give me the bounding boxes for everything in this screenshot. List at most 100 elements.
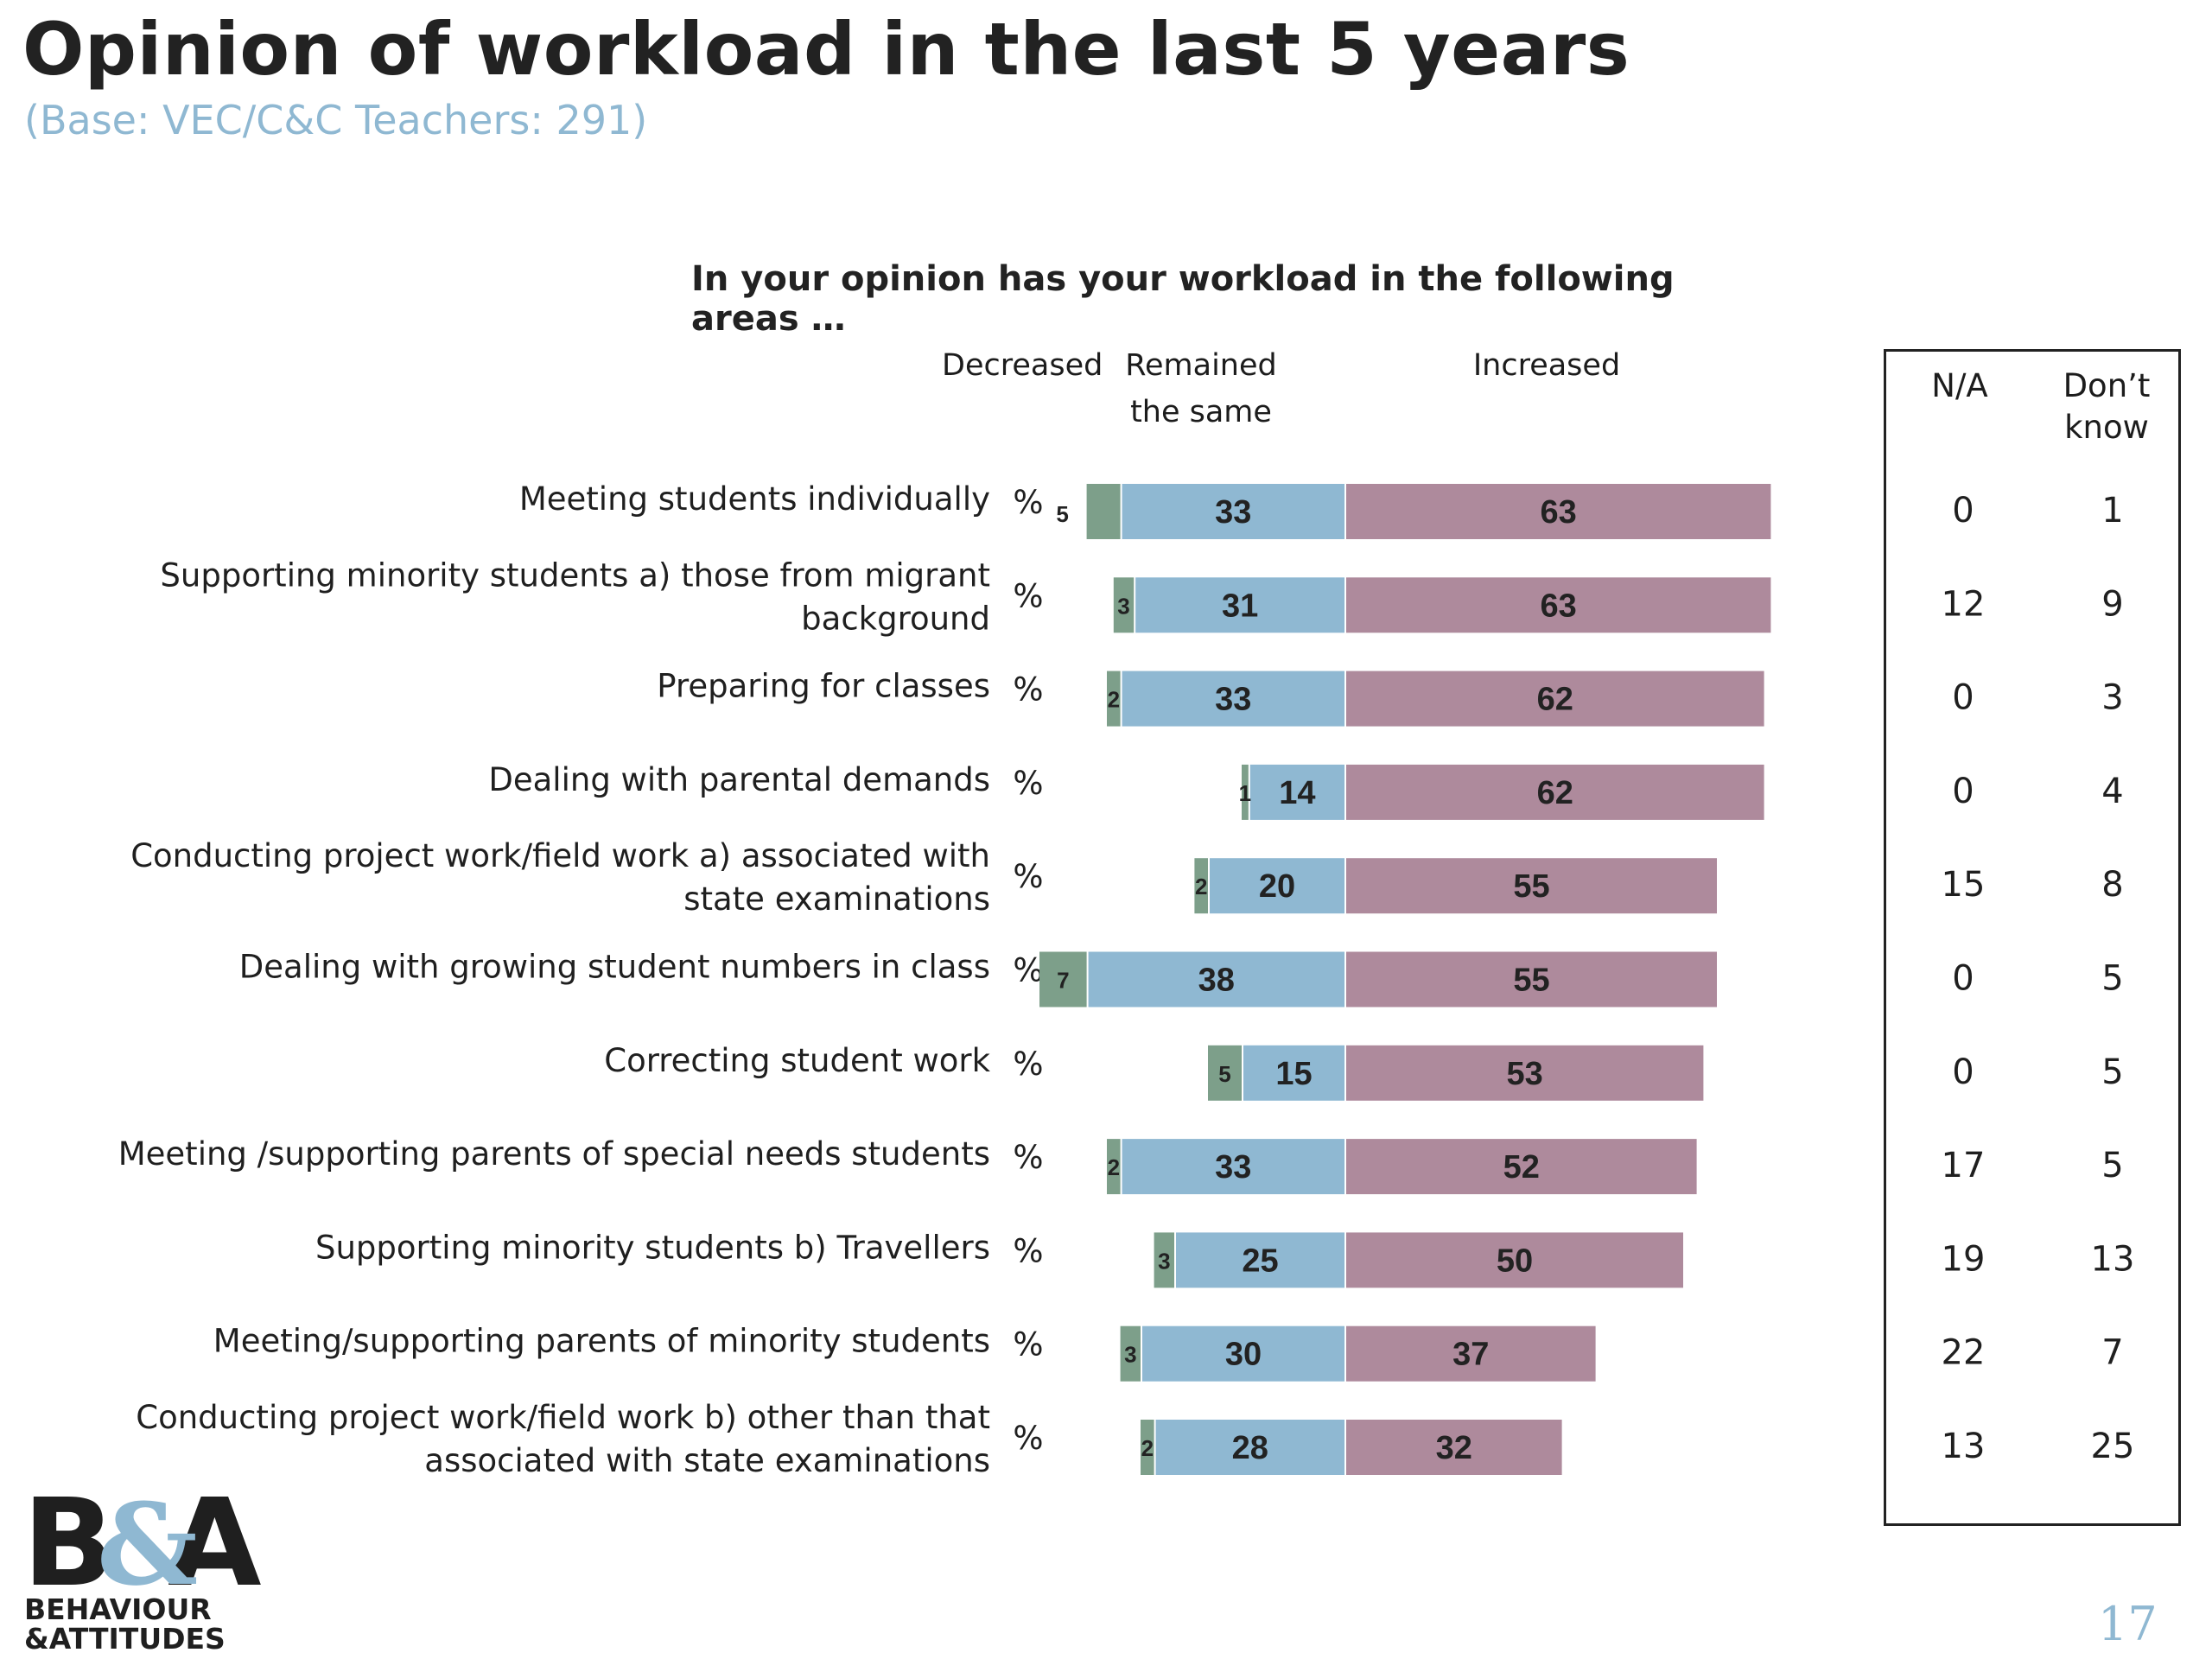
remained-header-line1: Remained bbox=[1125, 348, 1277, 383]
decreased-bar bbox=[1107, 1139, 1121, 1195]
increased-value-label: 63 bbox=[1541, 588, 1577, 624]
remained-header-line2: the same bbox=[1130, 395, 1272, 429]
remained-bar bbox=[1135, 577, 1344, 633]
row-label: Meeting /supporting parents of special n… bbox=[118, 1135, 990, 1173]
increased-value-label: 62 bbox=[1537, 775, 1573, 811]
row-label: Supporting minority students b) Travelle… bbox=[315, 1229, 990, 1266]
dont-know-value: 7 bbox=[2101, 1333, 2123, 1373]
remained-bar bbox=[1122, 1139, 1344, 1195]
decreased-value-label: 7 bbox=[1057, 968, 1069, 994]
decreased-bar bbox=[1113, 577, 1135, 633]
logo-text: BEHAVIOUR &ATTITUDES bbox=[24, 1595, 226, 1654]
increased-value-label: 55 bbox=[1513, 963, 1549, 999]
decreased-bar bbox=[1086, 484, 1121, 539]
remained-bar bbox=[1176, 1232, 1344, 1288]
row-label-line1: Conducting project work/field work a) as… bbox=[130, 837, 990, 874]
na-value: 0 bbox=[1952, 1052, 1974, 1092]
na-value: 15 bbox=[1942, 865, 1986, 905]
na-value: 0 bbox=[1952, 772, 1974, 811]
company-logo: B A & BEHAVIOUR &ATTITUDES bbox=[22, 1473, 262, 1654]
increased-value-label: 52 bbox=[1503, 1149, 1540, 1185]
remained-bar bbox=[1210, 858, 1344, 914]
decreased-value-label: 2 bbox=[1108, 1154, 1120, 1180]
remained-bar bbox=[1142, 1325, 1344, 1382]
na-value: 22 bbox=[1942, 1333, 1986, 1373]
remained-value-label: 33 bbox=[1215, 1149, 1251, 1185]
na-value: 13 bbox=[1942, 1427, 1986, 1466]
percent-symbol: % bbox=[1013, 577, 1043, 614]
decreased-bar bbox=[1039, 951, 1087, 1007]
increased-value-label: 37 bbox=[1452, 1337, 1489, 1373]
remained-value-label: 20 bbox=[1259, 868, 1295, 905]
increased-bar bbox=[1346, 1232, 1683, 1288]
percent-symbol: % bbox=[1013, 952, 1043, 989]
percent-symbol: % bbox=[1013, 1232, 1043, 1269]
row-label-line2: state examinations bbox=[683, 880, 990, 918]
decreased-value-label: 2 bbox=[1195, 874, 1207, 899]
increased-bar bbox=[1346, 1045, 1704, 1101]
increased-bar bbox=[1346, 484, 1771, 539]
row-label: Correcting student work bbox=[604, 1042, 990, 1079]
row-label-line2: background bbox=[801, 600, 990, 637]
remained-value-label: 15 bbox=[1275, 1056, 1312, 1092]
logo-ampersand: & bbox=[97, 1478, 199, 1611]
row-label-line1: Conducting project work/field work b) ot… bbox=[136, 1399, 990, 1436]
remained-value-label: 14 bbox=[1279, 775, 1315, 811]
dont-know-value: 9 bbox=[2101, 584, 2123, 624]
increased-value-label: 53 bbox=[1507, 1056, 1543, 1092]
remained-value-label: 25 bbox=[1242, 1243, 1278, 1279]
remained-value-label: 28 bbox=[1232, 1430, 1268, 1466]
page-subtitle: (Base: VEC/C&C Teachers: 291) bbox=[24, 97, 648, 143]
dont-know-header-line1: Don’t bbox=[2063, 367, 2151, 404]
side-table-box: N/A Don’t know bbox=[1884, 349, 2181, 1526]
decreased-value-label: 5 bbox=[1218, 1061, 1230, 1087]
percent-symbol: % bbox=[1013, 765, 1043, 802]
decreased-value-label: 3 bbox=[1124, 1342, 1136, 1368]
percent-symbol: % bbox=[1013, 1420, 1043, 1457]
decreased-value-label: 3 bbox=[1117, 593, 1129, 619]
increased-bar bbox=[1346, 671, 1764, 727]
remained-value-label: 38 bbox=[1198, 963, 1235, 999]
dont-know-header: Don’t know bbox=[2050, 365, 2163, 448]
remained-value-label: 30 bbox=[1225, 1337, 1262, 1373]
dont-know-value: 5 bbox=[2101, 1052, 2123, 1092]
remained-bar bbox=[1088, 951, 1344, 1007]
remained-bar bbox=[1249, 764, 1344, 820]
na-value: 0 bbox=[1952, 491, 1974, 531]
na-value: 17 bbox=[1942, 1146, 1986, 1185]
dont-know-header-line2: know bbox=[2064, 409, 2149, 446]
increased-value-label: 32 bbox=[1436, 1430, 1472, 1466]
decreased-bar bbox=[1107, 671, 1121, 727]
remained-bar bbox=[1122, 484, 1344, 539]
remained-bar bbox=[1155, 1420, 1344, 1475]
dont-know-value: 1 bbox=[2101, 491, 2123, 531]
remained-value-label: 31 bbox=[1222, 588, 1258, 624]
increased-bar bbox=[1346, 1139, 1697, 1195]
na-value: 0 bbox=[1952, 678, 1974, 718]
increased-bar bbox=[1346, 764, 1764, 820]
logo-line1: BEHAVIOUR bbox=[24, 1592, 212, 1626]
na-value: 0 bbox=[1952, 959, 1974, 999]
remained-value-label: 33 bbox=[1215, 494, 1251, 531]
decreased-bar bbox=[1141, 1420, 1154, 1475]
logo-mark: B A bbox=[22, 1473, 262, 1614]
remained-bar bbox=[1243, 1045, 1344, 1101]
increased-value-label: 55 bbox=[1513, 868, 1549, 905]
row-label: Preparing for classes bbox=[657, 668, 990, 705]
increased-bar bbox=[1346, 1325, 1596, 1382]
dont-know-value: 8 bbox=[2101, 865, 2123, 905]
na-header: N/A bbox=[1931, 367, 1988, 404]
decreased-bar bbox=[1242, 764, 1249, 820]
remained-value-label: 33 bbox=[1215, 682, 1251, 718]
decreased-bar bbox=[1194, 858, 1208, 914]
percent-symbol: % bbox=[1013, 484, 1043, 521]
decreased-value-label: 3 bbox=[1158, 1248, 1170, 1274]
percent-symbol: % bbox=[1013, 1326, 1043, 1363]
increased-bar bbox=[1346, 1420, 1562, 1475]
increased-bar bbox=[1346, 951, 1717, 1007]
remained-header: Remained the same bbox=[1115, 342, 1287, 435]
percent-symbol: % bbox=[1013, 1139, 1043, 1176]
dont-know-value: 4 bbox=[2101, 772, 2123, 811]
dont-know-value: 5 bbox=[2101, 959, 2123, 999]
page-number: 17 bbox=[2098, 1597, 2158, 1651]
